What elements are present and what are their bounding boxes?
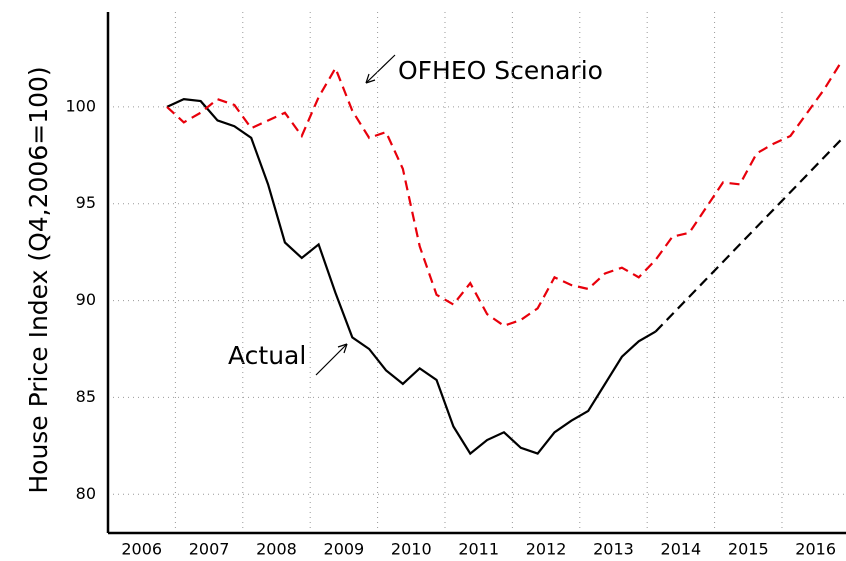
x-tick-label: 2014 bbox=[661, 540, 702, 559]
series-line bbox=[166, 98, 657, 456]
y-axis-label: House Price Index (Q4,2006=100) bbox=[24, 66, 53, 493]
x-tick-label: 2009 bbox=[324, 540, 365, 559]
series-line bbox=[654, 139, 842, 333]
x-tick-label: 2013 bbox=[593, 540, 634, 559]
y-tick-label: 90 bbox=[76, 290, 96, 309]
annotation-ofheo: OFHEO Scenario bbox=[365, 54, 603, 85]
x-tick-label: 2011 bbox=[458, 540, 499, 559]
x-tick-label: 2006 bbox=[121, 540, 162, 559]
x-tick-label: 2012 bbox=[526, 540, 567, 559]
annotation-actual: Actual bbox=[228, 341, 348, 376]
x-tick-label: 2016 bbox=[795, 540, 836, 559]
y-tick-label: 95 bbox=[76, 193, 96, 212]
arrow-head bbox=[337, 343, 348, 354]
series-line bbox=[166, 61, 842, 327]
annotation-arrow bbox=[315, 343, 348, 376]
y-tick-label: 85 bbox=[76, 387, 96, 406]
annotation-text: OFHEO Scenario bbox=[398, 56, 603, 85]
y-tick-label: 80 bbox=[76, 484, 96, 503]
x-tick-label: 2015 bbox=[728, 540, 769, 559]
y-tick-label: 100 bbox=[65, 96, 96, 115]
annotation-arrow bbox=[365, 54, 396, 84]
x-tick-label: 2008 bbox=[256, 540, 297, 559]
x-tick-label: 2007 bbox=[189, 540, 230, 559]
x-tick-label: 2010 bbox=[391, 540, 432, 559]
arrow-head bbox=[365, 73, 376, 84]
annotation-text: Actual bbox=[228, 341, 306, 370]
